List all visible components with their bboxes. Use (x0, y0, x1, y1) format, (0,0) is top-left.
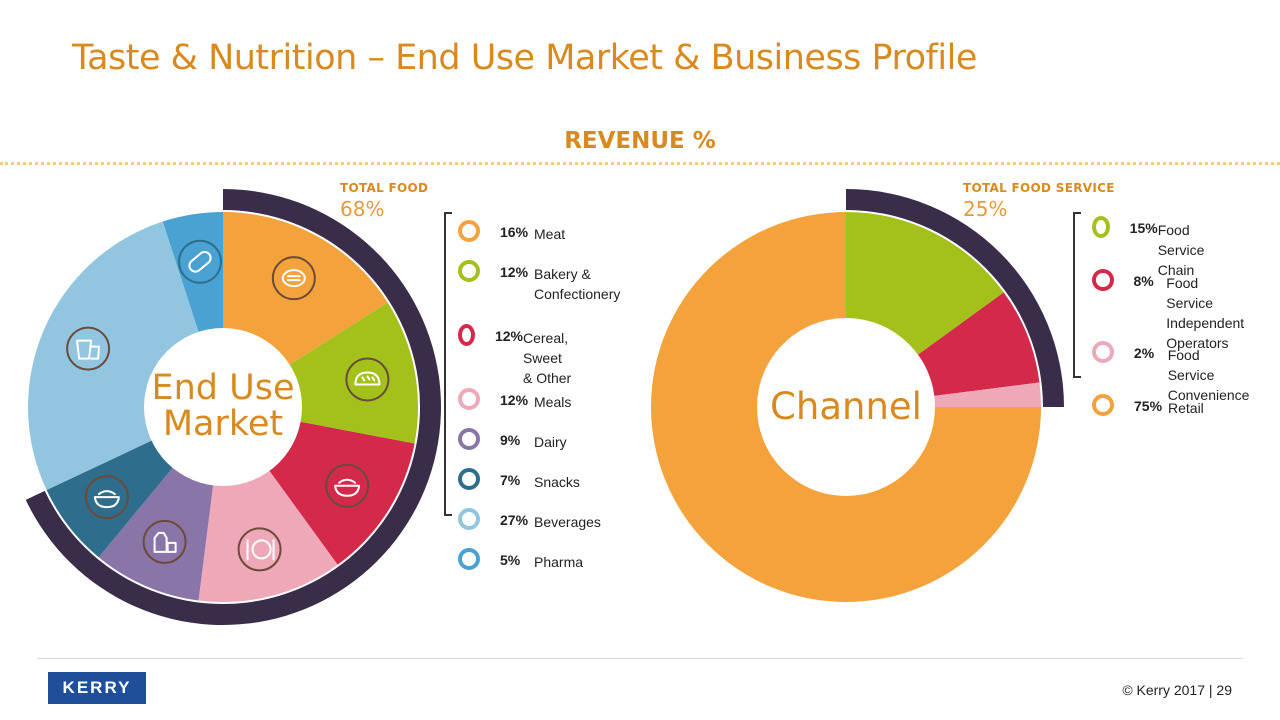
legend-percent: 2% (1133, 345, 1155, 361)
legend-percent: 12% (494, 328, 523, 344)
total-food-label: TOTAL FOOD (340, 181, 429, 195)
center-label-line1: End Use (151, 368, 294, 408)
legend-ring-icon (458, 388, 480, 410)
legend-item: 12% Cereal, Sweet & Other (458, 324, 579, 388)
center-label: Channel (770, 385, 922, 428)
total-food-value: 68% (340, 197, 385, 221)
legend-label: Pharma (534, 554, 584, 570)
legend-item: 16% Meat (458, 220, 566, 244)
center-label-line2: Market (163, 404, 283, 444)
legend-item: 2% Food Service Convenience (1092, 341, 1250, 405)
legend-percent: 8% (1133, 273, 1154, 289)
steak-icon (281, 269, 306, 288)
legend-item: 9% Dairy (458, 428, 567, 452)
legend-percent: 12% (500, 392, 529, 408)
total-food-service-arc (846, 189, 1064, 407)
legend-item: 12% Meals (458, 388, 572, 412)
legend-ring-icon (458, 548, 480, 570)
legend-percent: 12% (500, 264, 529, 280)
legend-item: 5% Pharma (458, 548, 584, 572)
legend-percent: 15% (1129, 220, 1158, 236)
donut-hole (757, 318, 935, 496)
legend-percent: 5% (500, 552, 521, 568)
legend-item: 15% Food Service Chain (1092, 216, 1215, 280)
legend-label: Snacks (534, 474, 580, 490)
legend-item: 27% Beverages (458, 508, 601, 532)
legend-ring-icon (458, 428, 480, 450)
channel-chart: Channel (651, 189, 1064, 602)
legend-ring-icon (458, 324, 475, 346)
legend-label: Beverages (534, 514, 601, 530)
legend-percent: 75% (1134, 398, 1163, 414)
snack-bowl-icon (93, 490, 120, 509)
footer-divider (38, 658, 1243, 659)
legend-bracket-food (444, 212, 452, 516)
legend-label: Retail (1168, 400, 1204, 416)
legend-label: Food Service Chain (1157, 222, 1205, 278)
legend-ring-icon (458, 468, 480, 490)
legend-ring-icon (458, 220, 480, 242)
copyright: © Kerry 2017 | 29 (1122, 682, 1232, 698)
legend-label: Food Service Independent Operators (1166, 275, 1245, 351)
pill-icon (188, 250, 212, 273)
legend-ring-icon (458, 260, 480, 282)
legend-ring-icon (458, 508, 480, 530)
dairy-icon (153, 531, 177, 553)
revenue-heading: REVENUE % (564, 128, 716, 154)
legend-ring-icon (1092, 216, 1110, 238)
legend-percent: 16% (500, 224, 529, 240)
legend-item: 8% Food Service Independent Operators (1092, 269, 1246, 353)
donut-hole (144, 328, 302, 486)
legend-ring-icon (1092, 269, 1114, 291)
legend-label: Food Service Convenience (1167, 347, 1250, 403)
legend-item: 7% Snacks (458, 468, 580, 492)
total-food-service-value: 25% (963, 197, 1008, 221)
legend-percent: 9% (500, 432, 521, 448)
meal-plate-icon (246, 539, 275, 561)
cereal-bowl-icon (334, 478, 361, 497)
legend-label: Cereal, Sweet & Other (522, 330, 572, 386)
dotted-divider (0, 162, 1280, 165)
legend-label: Dairy (534, 434, 567, 450)
total-food-service-label: TOTAL FOOD SERVICE (963, 181, 1115, 195)
legend-ring-icon (1092, 394, 1114, 416)
page-title: Taste & Nutrition – End Use Market & Bus… (72, 38, 977, 78)
legend-label: Meals (534, 394, 572, 410)
kerry-logo: KERRY (48, 672, 146, 704)
legend-item: 12% Bakery & Confectionery (458, 260, 621, 304)
beverage-icon (76, 339, 101, 360)
bread-icon (354, 371, 381, 386)
legend-percent: 7% (500, 472, 521, 488)
legend-ring-icon (1092, 341, 1114, 363)
legend-percent: 27% (500, 512, 529, 528)
legend-item: 75% Retail (1092, 394, 1204, 418)
legend-label: Bakery & Confectionery (534, 266, 621, 302)
legend-label: Meat (534, 226, 566, 242)
legend-bracket-food-service (1073, 212, 1081, 378)
logo-text: KERRY (62, 678, 132, 697)
